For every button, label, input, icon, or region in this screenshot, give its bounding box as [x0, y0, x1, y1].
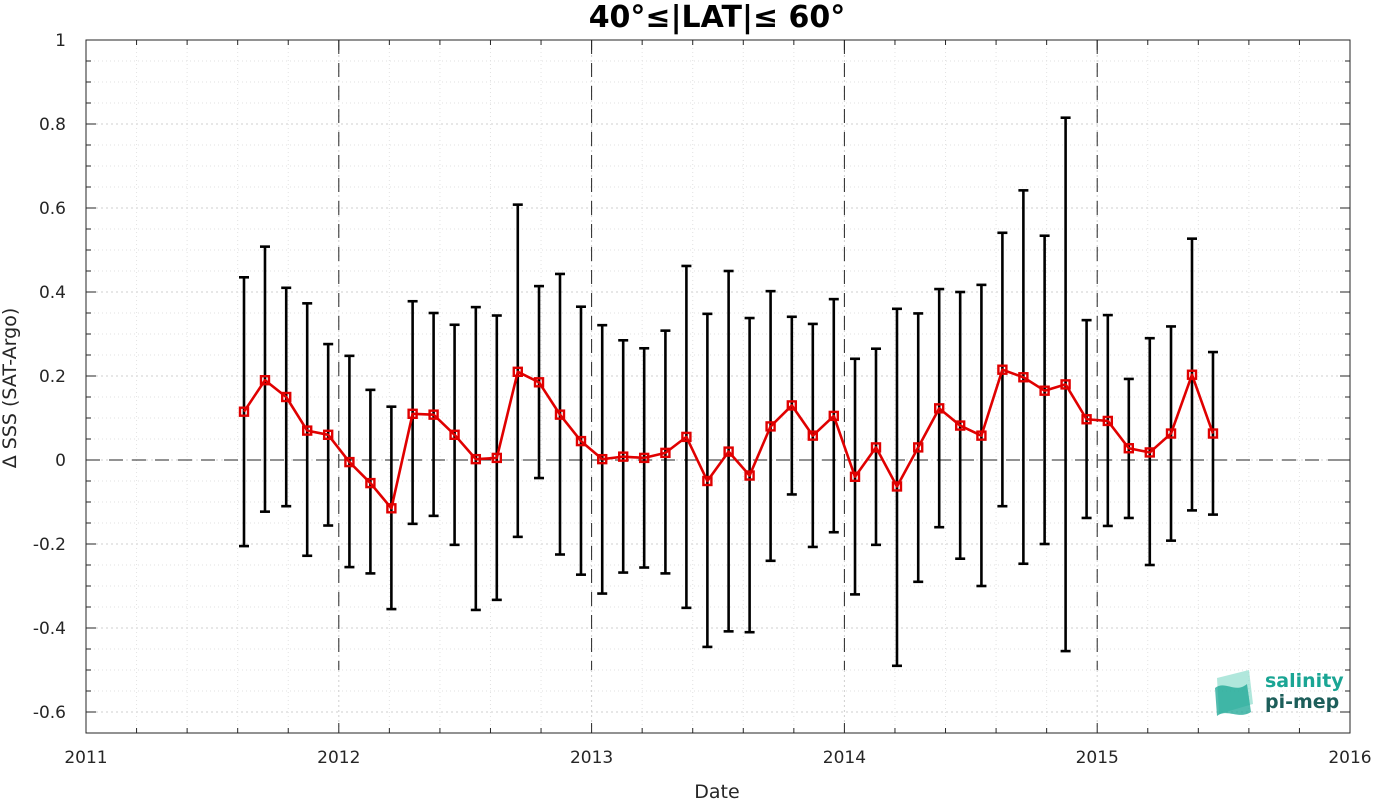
data-point-marker: [365, 477, 376, 489]
data-point-marker: [322, 429, 334, 440]
y-axis-title: Δ SSS (SAT-Argo): [0, 308, 21, 468]
y-tick-label: 0: [55, 451, 66, 471]
data-point-marker: [238, 406, 250, 417]
data-point-marker: [638, 452, 650, 464]
y-tick-label: 0.8: [39, 115, 66, 135]
data-point-marker: [597, 453, 608, 465]
reference-lines: [86, 40, 1350, 670]
data-point-marker: [976, 430, 987, 441]
grid: [85, 39, 1351, 734]
data-point-marker: [1144, 447, 1155, 458]
series-line: [242, 368, 1215, 510]
data-point-marker: [723, 446, 734, 457]
data-point-marker: [407, 408, 418, 419]
plot-frame: [85, 39, 1351, 734]
data-point-marker: [554, 409, 566, 420]
data-point-marker: [1060, 379, 1071, 390]
data-point-marker: [449, 429, 460, 440]
data-point-marker: [1102, 415, 1114, 427]
x-tick-label: 2011: [64, 748, 107, 768]
data-point-marker: [807, 430, 818, 441]
salinity-pi-mep-logo: salinity pi-mep: [1215, 670, 1344, 716]
data-point-marker: [954, 420, 966, 431]
x-tick-label: 2014: [823, 748, 866, 768]
data-point-marker: [259, 375, 271, 386]
y-tick-label: -0.4: [33, 619, 66, 639]
data-point-marker: [891, 481, 903, 492]
data-point-marker: [281, 391, 292, 403]
x-tick-label: 2015: [1076, 748, 1119, 768]
series: [238, 364, 1219, 514]
x-tick-label: 2013: [570, 748, 613, 768]
data-point-marker: [470, 453, 482, 465]
data-point-marker: [681, 431, 692, 443]
y-tick-label: 0.6: [39, 199, 66, 219]
data-point-marker: [1186, 369, 1198, 380]
data-point-marker: [744, 470, 755, 481]
data-point-marker: [1207, 428, 1219, 439]
x-tick-label: 2012: [317, 748, 360, 768]
data-point-marker: [1165, 428, 1177, 439]
y-tick-label: 0.4: [39, 283, 66, 303]
logo-wave-icon-front: [1215, 684, 1251, 716]
logo-text-pi-mep: pi-mep: [1265, 691, 1339, 713]
data-point-marker: [660, 447, 671, 459]
y-tick-label: 1: [55, 31, 66, 51]
data-point-marker: [533, 377, 545, 388]
data-point-marker: [575, 435, 587, 447]
data-point-marker: [344, 456, 355, 468]
data-point-marker: [302, 425, 313, 436]
data-point-marker: [702, 475, 713, 487]
y-tick-label: -0.2: [33, 535, 66, 555]
data-point-marker: [386, 503, 397, 514]
data-point-marker: [997, 364, 1008, 375]
y-tick-label: 0.2: [39, 367, 66, 387]
data-point-marker: [765, 421, 776, 432]
y-tick-label: -0.6: [33, 703, 66, 723]
data-point-marker: [1018, 372, 1029, 383]
data-point-marker: [828, 410, 839, 422]
data-point-marker: [786, 400, 798, 411]
data-point-marker: [934, 403, 945, 414]
data-point-marker: [849, 471, 861, 482]
data-point-marker: [870, 442, 882, 453]
data-point-marker: [491, 452, 502, 464]
axis-ticks: -0.6 -0.4 -0.2 0 0.2 0.4 0.6 0.8 1 2011 2012 2013 20…: [33, 31, 1372, 768]
chart-title: 40°≤|LAT|≤ 60°: [589, 0, 846, 35]
x-tick-label: 2016: [1328, 748, 1371, 768]
data-point-marker: [1081, 414, 1092, 425]
logo-text-salinity: salinity: [1265, 670, 1344, 692]
data-point-marker: [428, 409, 439, 420]
data-point-marker: [512, 366, 523, 377]
data-point-marker: [1123, 443, 1135, 454]
x-axis-title: Date: [694, 781, 739, 801]
data-point-marker: [1039, 385, 1050, 396]
data-point-marker: [618, 451, 629, 462]
data-point-marker: [913, 442, 924, 453]
